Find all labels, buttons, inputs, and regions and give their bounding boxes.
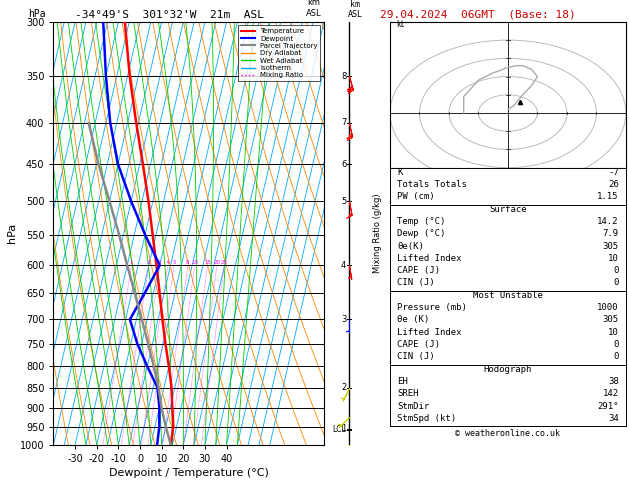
Text: 26: 26 (608, 180, 619, 189)
Text: 305: 305 (603, 242, 619, 251)
Text: 0: 0 (613, 352, 619, 362)
X-axis label: Dewpoint / Temperature (°C): Dewpoint / Temperature (°C) (109, 468, 269, 478)
Text: 6: 6 (341, 160, 347, 169)
Text: 10: 10 (608, 254, 619, 263)
Text: EH: EH (397, 377, 408, 386)
Text: 1: 1 (130, 260, 133, 265)
Y-axis label: hPa: hPa (7, 223, 17, 243)
Text: -7: -7 (608, 168, 619, 177)
Text: 8: 8 (186, 260, 189, 265)
Text: 291°: 291° (598, 401, 619, 411)
Text: LCL: LCL (333, 425, 347, 434)
Text: © weatheronline.co.uk: © weatheronline.co.uk (455, 429, 560, 438)
Text: 1: 1 (341, 424, 347, 433)
Text: km
ASL: km ASL (348, 0, 363, 19)
Text: 0: 0 (613, 266, 619, 275)
Text: Surface: Surface (489, 205, 526, 214)
Text: 3: 3 (158, 260, 162, 265)
Text: 10: 10 (608, 328, 619, 337)
Text: 7: 7 (341, 119, 347, 127)
Text: 2: 2 (341, 383, 347, 392)
Text: 0: 0 (613, 278, 619, 288)
Text: 20: 20 (213, 260, 220, 265)
Text: 1000: 1000 (598, 303, 619, 312)
Text: 4: 4 (341, 261, 347, 270)
Text: 142: 142 (603, 389, 619, 399)
Text: 3: 3 (341, 315, 347, 324)
Text: 5: 5 (341, 197, 347, 206)
Text: Temp (°C): Temp (°C) (397, 217, 445, 226)
Text: 8: 8 (341, 71, 347, 81)
Text: 1.15: 1.15 (598, 192, 619, 201)
Text: Most Unstable: Most Unstable (473, 291, 543, 300)
Text: 14.2: 14.2 (598, 217, 619, 226)
Text: 2: 2 (147, 260, 150, 265)
Text: kt: kt (396, 20, 404, 29)
Text: hPa: hPa (28, 9, 46, 19)
Text: StmDir: StmDir (397, 401, 430, 411)
Text: 10: 10 (191, 260, 198, 265)
Text: Lifted Index: Lifted Index (397, 254, 462, 263)
Text: CIN (J): CIN (J) (397, 352, 435, 362)
Text: θe (K): θe (K) (397, 315, 430, 325)
Text: Lifted Index: Lifted Index (397, 328, 462, 337)
Text: 15: 15 (204, 260, 211, 265)
Text: 5: 5 (172, 260, 175, 265)
Text: 7.9: 7.9 (603, 229, 619, 238)
Text: CAPE (J): CAPE (J) (397, 340, 440, 349)
Text: Pressure (mb): Pressure (mb) (397, 303, 467, 312)
Text: 38: 38 (608, 377, 619, 386)
Text: SREH: SREH (397, 389, 418, 399)
Text: km
ASL: km ASL (306, 0, 321, 17)
Text: 305: 305 (603, 315, 619, 325)
Text: 34: 34 (608, 414, 619, 423)
Text: θe(K): θe(K) (397, 242, 424, 251)
Text: 29.04.2024  06GMT  (Base: 18): 29.04.2024 06GMT (Base: 18) (380, 10, 576, 20)
Text: Hodograph: Hodograph (484, 364, 532, 374)
Text: PW (cm): PW (cm) (397, 192, 435, 201)
Text: K: K (397, 168, 403, 177)
Text: 25: 25 (221, 260, 228, 265)
Text: CAPE (J): CAPE (J) (397, 266, 440, 275)
Text: Mixing Ratio (g/kg): Mixing Ratio (g/kg) (373, 193, 382, 273)
Text: 0: 0 (613, 340, 619, 349)
Text: Totals Totals: Totals Totals (397, 180, 467, 189)
Text: -34°49'S  301°32'W  21m  ASL: -34°49'S 301°32'W 21m ASL (75, 10, 264, 20)
Text: StmSpd (kt): StmSpd (kt) (397, 414, 456, 423)
Text: 4: 4 (166, 260, 169, 265)
Text: CIN (J): CIN (J) (397, 278, 435, 288)
Text: Dewp (°C): Dewp (°C) (397, 229, 445, 238)
Legend: Temperature, Dewpoint, Parcel Trajectory, Dry Adiabat, Wet Adiabat, Isotherm, Mi: Temperature, Dewpoint, Parcel Trajectory… (238, 25, 320, 81)
